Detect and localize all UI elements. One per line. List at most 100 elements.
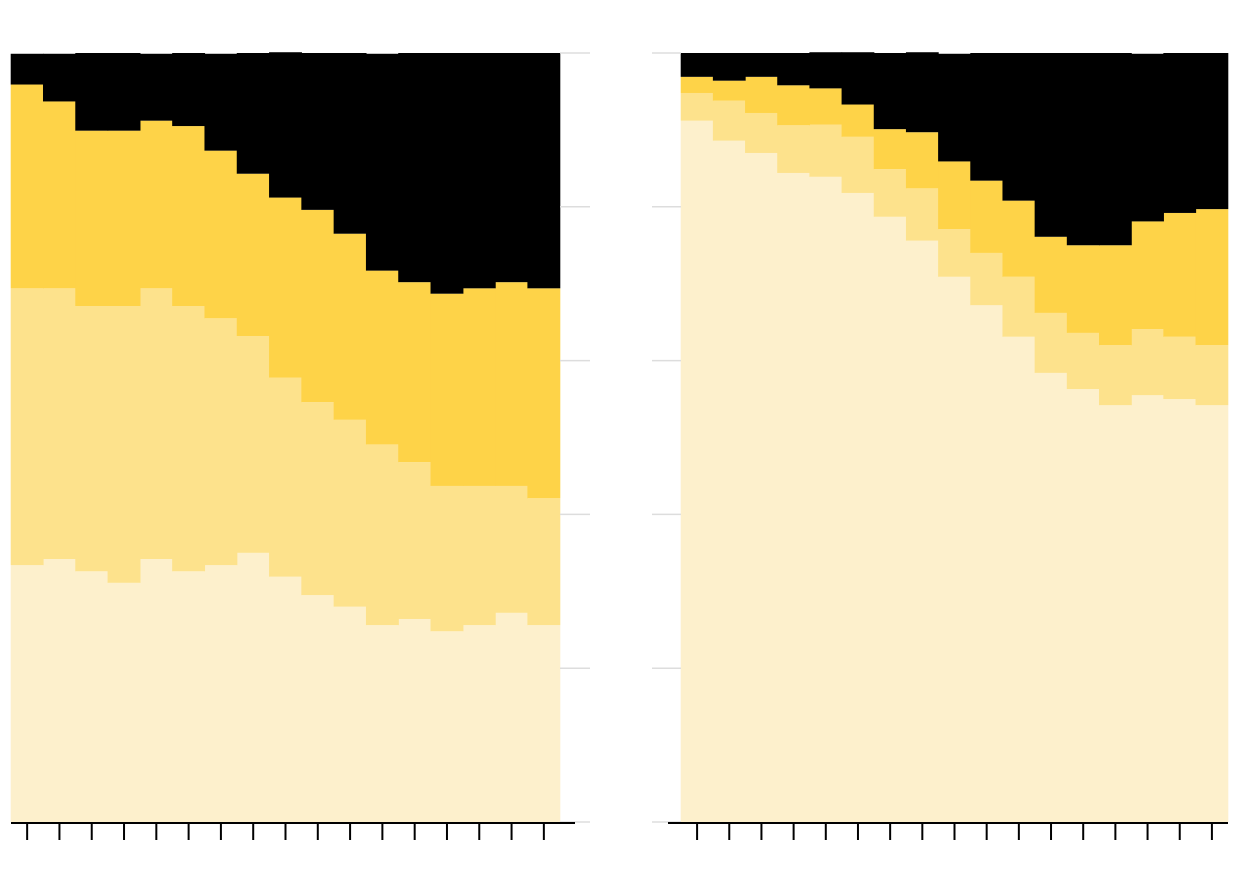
area-step <box>1131 53 1164 222</box>
area-step <box>1195 53 1229 210</box>
area-step <box>905 52 939 133</box>
area-step <box>462 53 496 289</box>
area-step <box>527 625 561 822</box>
area-step <box>107 582 141 822</box>
area-step <box>301 53 335 210</box>
area-step <box>269 197 302 378</box>
area-step <box>398 53 432 283</box>
area-step <box>777 85 811 126</box>
area-step <box>204 318 238 566</box>
area-step <box>398 462 432 619</box>
area-step <box>333 419 367 607</box>
area-step <box>1195 209 1229 346</box>
area-step <box>938 53 971 162</box>
area-step <box>398 282 432 463</box>
area-step <box>938 161 971 230</box>
area-step <box>841 192 875 822</box>
area-step <box>10 53 44 85</box>
area-step <box>333 606 367 822</box>
area-step <box>745 112 778 153</box>
area-step <box>10 84 44 289</box>
area-step <box>1066 389 1100 822</box>
area-step <box>172 571 206 822</box>
area-step <box>809 176 843 822</box>
area-step <box>873 216 907 822</box>
area-step <box>42 53 76 102</box>
area-step <box>1034 372 1068 822</box>
area-step <box>236 552 270 822</box>
area-step <box>680 120 714 822</box>
area-step <box>10 565 44 822</box>
area-step <box>430 631 464 822</box>
area-step <box>42 101 76 289</box>
area-step <box>527 53 561 289</box>
area-step <box>172 306 206 572</box>
area-step <box>1163 336 1197 400</box>
area-step <box>430 53 464 294</box>
area-step <box>75 53 109 131</box>
area-step <box>42 559 76 822</box>
area-step <box>333 233 367 420</box>
area-step <box>1066 245 1100 333</box>
area-step <box>1034 236 1068 313</box>
area-step <box>873 129 907 170</box>
area-step <box>236 335 270 553</box>
area-step <box>712 80 746 101</box>
area-step <box>172 126 206 307</box>
area-step <box>970 180 1004 253</box>
area-step <box>809 88 843 125</box>
area-step <box>1002 53 1036 201</box>
area-step <box>236 173 270 336</box>
area-step <box>1195 345 1229 406</box>
area-step <box>777 53 811 86</box>
area-step <box>365 444 399 626</box>
area-step <box>809 124 843 177</box>
area-step <box>107 130 141 307</box>
area-step <box>495 282 529 486</box>
area-step <box>905 188 939 241</box>
area-step <box>1131 329 1164 396</box>
area-step <box>495 612 529 822</box>
area-step <box>139 120 173 289</box>
area-step <box>712 140 746 822</box>
area-step <box>365 53 399 271</box>
area-step <box>712 53 746 81</box>
area-step <box>970 53 1004 181</box>
area-step <box>873 169 907 217</box>
area-step <box>172 53 206 127</box>
area-step <box>139 559 173 822</box>
area-step <box>42 288 76 560</box>
area-step <box>333 53 367 234</box>
area-step <box>75 130 109 307</box>
area-step <box>1098 245 1132 346</box>
area-step <box>1098 53 1132 246</box>
area-step <box>1098 405 1132 822</box>
area-step <box>1066 53 1100 246</box>
area-step <box>1163 53 1197 213</box>
area-step <box>1066 332 1100 390</box>
area-step <box>1195 405 1229 822</box>
area-step <box>398 618 432 822</box>
area-step <box>1002 200 1036 277</box>
area-step <box>1034 53 1068 237</box>
area-step <box>139 288 173 560</box>
area-step <box>139 53 173 121</box>
area-step <box>938 229 971 277</box>
area-step <box>1034 312 1068 373</box>
area-step <box>680 92 714 121</box>
area-step <box>873 53 907 130</box>
area-step <box>1098 345 1132 406</box>
area-step <box>204 53 238 151</box>
area-step <box>462 288 496 486</box>
area-step <box>269 52 302 198</box>
area-step <box>745 53 778 77</box>
area-step <box>841 136 875 193</box>
area-step <box>495 53 529 283</box>
area-step <box>938 276 971 822</box>
area-step <box>269 576 302 822</box>
area-step <box>301 595 335 822</box>
area-step <box>1163 399 1197 822</box>
area-step <box>841 104 875 137</box>
area-step <box>462 625 496 822</box>
